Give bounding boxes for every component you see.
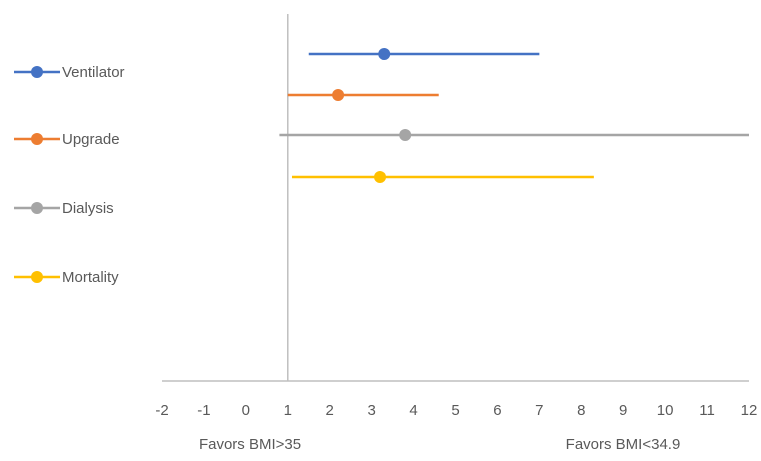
point-estimate-dialysis xyxy=(399,129,412,141)
x-tick-label: 6 xyxy=(493,402,501,419)
legend-marker-upgrade xyxy=(31,133,43,145)
x-tick-label: 7 xyxy=(535,402,543,419)
x-tick-label: -1 xyxy=(197,402,210,419)
point-estimate-mortality xyxy=(374,171,387,183)
x-tick-label: 0 xyxy=(242,402,250,419)
legend-label-mortality: Mortality xyxy=(62,269,119,286)
legend-label-upgrade: Upgrade xyxy=(62,131,120,148)
x-tick-label: 11 xyxy=(699,402,715,419)
legend: Ventilator Upgrade Dialysis Mortality xyxy=(14,64,125,286)
legend-marker-ventilator xyxy=(31,66,43,78)
point-estimate-upgrade xyxy=(332,89,345,101)
point-estimate-ventilator xyxy=(378,48,391,60)
legend-marker-mortality xyxy=(31,271,43,283)
x-tick-label: 5 xyxy=(451,402,459,419)
x-tick-label: -2 xyxy=(155,402,168,419)
legend-label-dialysis: Dialysis xyxy=(62,200,114,217)
plot-marks xyxy=(279,48,749,183)
x-tick-label: 10 xyxy=(657,402,674,419)
x-tick-label: 1 xyxy=(284,402,292,419)
x-tick-label: 8 xyxy=(577,402,585,419)
x-tick-label: 12 xyxy=(741,402,758,419)
x-tick-label: 3 xyxy=(367,402,375,419)
legend-marker-dialysis xyxy=(31,202,43,214)
legend-label-ventilator: Ventilator xyxy=(62,64,125,81)
favors-left-label: Favors BMI>35 xyxy=(199,436,301,453)
x-tick-label: 2 xyxy=(326,402,334,419)
x-tick-label: 9 xyxy=(619,402,627,419)
favors-right-label: Favors BMI<34.9 xyxy=(566,436,681,453)
x-tick-labels: -2 -1 0 1 2 3 4 5 6 7 8 9 10 11 12 xyxy=(155,402,757,419)
x-tick-label: 4 xyxy=(409,402,417,419)
